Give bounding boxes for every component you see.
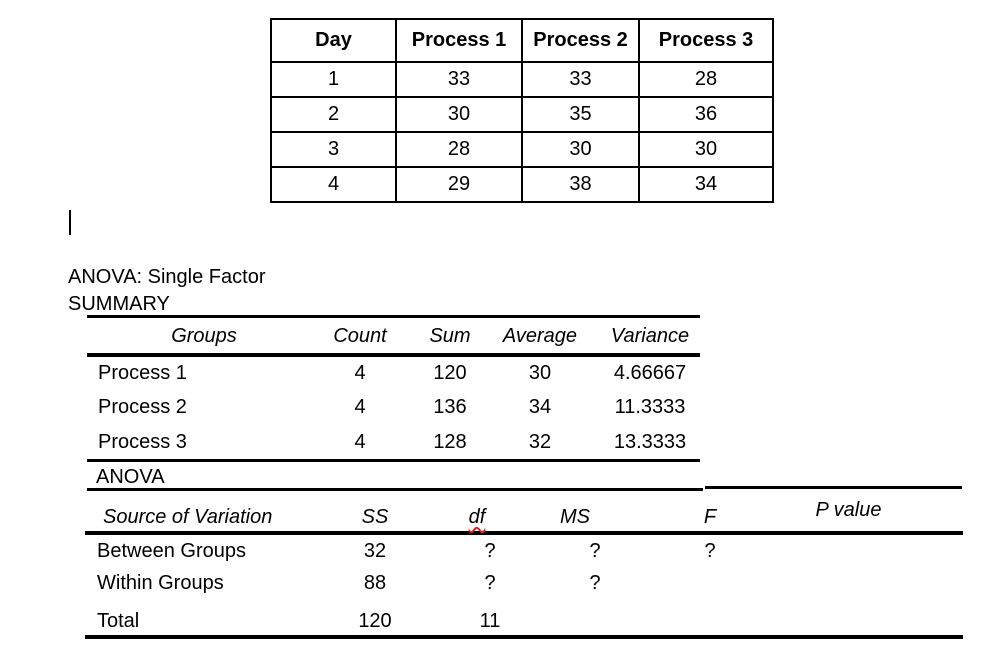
summary-value-cell: 128 [433, 431, 467, 454]
summary-value-cell: 13.3333 [613, 431, 687, 454]
summary-value-cell: 4 [354, 361, 366, 384]
summary-value-cell: 11.3333 [614, 396, 686, 419]
summary-header-rule [87, 353, 700, 357]
data-table-cell: 1 [270, 61, 397, 98]
anova-label: ANOVA [96, 466, 165, 488]
summary-value-cell: 32 [528, 431, 552, 454]
summary-header-cell: Average [502, 324, 578, 347]
summary-value-cell: 4.66667 [613, 361, 687, 384]
summary-table-rows: Process 1 4 120 30 4.66667 Process 2 4 1… [88, 356, 700, 460]
anova-header-cell-df-misspelled: df [468, 505, 486, 528]
summary-table-header-row: Groups Count Sum Average Variance [88, 322, 700, 350]
summary-header-cell: Sum [429, 324, 471, 347]
data-table-cell: 30 [395, 96, 523, 133]
anova-header-cell: SS [361, 505, 389, 528]
anova-missing-value-cell[interactable]: ? [704, 540, 716, 562]
table-row: 4 29 38 34 [270, 166, 774, 203]
data-table-cell: 34 [638, 166, 774, 203]
anova-header-cell: MS [560, 505, 590, 528]
anova-header-cell: F [703, 505, 717, 528]
data-table-header-cell: Process 1 [395, 18, 523, 63]
pvalue-top-rule [705, 486, 962, 489]
anova-table-row: Total 120 11 [85, 610, 963, 632]
table-row: 2 30 35 36 [270, 96, 774, 133]
data-table: Day Process 1 Process 2 Process 3 1 33 3… [270, 18, 774, 203]
data-table-cell: 28 [638, 61, 774, 98]
summary-top-rule [87, 315, 700, 318]
summary-group-cell: Process 3 [98, 431, 187, 454]
anova-missing-value-cell[interactable]: ? [589, 540, 601, 562]
summary-title: SUMMARY [68, 293, 170, 315]
text-cursor [69, 210, 71, 235]
data-table-header-cell: Day [270, 18, 397, 63]
summary-value-cell: 30 [528, 361, 552, 384]
anova-source-cell: Between Groups [97, 540, 246, 562]
table-row: 3 28 30 30 [270, 131, 774, 168]
data-table-cell: 33 [395, 61, 523, 98]
anova-missing-value-cell[interactable]: ? [484, 572, 496, 594]
data-table-cell: 29 [395, 166, 523, 203]
anova-value-cell: 11 [479, 610, 501, 632]
data-table-header-cell: Process 2 [521, 18, 640, 63]
anova-single-factor-title: ANOVA: Single Factor [68, 266, 266, 288]
data-table-cell: 3 [270, 131, 397, 168]
data-table-cell: 30 [638, 131, 774, 168]
anova-header-cell: Source of Variation [103, 505, 273, 528]
data-table-cell: 30 [521, 131, 640, 168]
summary-value-cell: 34 [528, 396, 552, 419]
summary-group-cell: Process 1 [98, 361, 187, 384]
data-table-cell: 38 [521, 166, 640, 203]
summary-group-cell: Process 2 [98, 396, 187, 419]
anova-value-cell: 88 [363, 572, 387, 594]
data-table-cell: 28 [395, 131, 523, 168]
summary-header-cell: Variance [610, 324, 690, 347]
data-table-header-row: Day Process 1 Process 2 Process 3 [270, 18, 774, 63]
summary-value-cell: 120 [433, 361, 467, 384]
anova-table-row: Within Groups 88 ? ? [85, 572, 963, 594]
anova-missing-value-cell[interactable]: ? [589, 572, 601, 594]
summary-header-cell: Groups [171, 324, 237, 347]
anova-value-cell: 120 [358, 610, 392, 632]
anova-header-cell: P value [815, 498, 882, 521]
data-table-cell: 36 [638, 96, 774, 133]
summary-value-cell: 4 [354, 396, 366, 419]
summary-header-cell: Count [333, 324, 387, 347]
anova-bottom-rule [85, 635, 963, 639]
anova-label-rule [87, 488, 703, 491]
data-table-header-cell: Process 3 [638, 18, 774, 63]
summary-value-cell: 4 [354, 431, 366, 454]
anova-table-header-row: Source of Variation SS df MS F P value [85, 499, 963, 530]
data-table-cell: 35 [521, 96, 640, 133]
table-row: 1 33 33 28 [270, 61, 774, 98]
anova-source-cell: Within Groups [97, 572, 224, 594]
anova-source-cell: Total [97, 610, 140, 632]
summary-value-cell: 136 [433, 396, 467, 419]
anova-table-row: Between Groups 32 ? ? ? [85, 540, 963, 562]
data-table-cell: 33 [521, 61, 640, 98]
summary-bottom-rule [87, 459, 700, 462]
anova-missing-value-cell[interactable]: ? [484, 540, 496, 562]
anova-value-cell: 32 [363, 540, 387, 562]
anova-header-rule [85, 531, 963, 535]
data-table-cell: 2 [270, 96, 397, 133]
data-table-cell: 4 [270, 166, 397, 203]
